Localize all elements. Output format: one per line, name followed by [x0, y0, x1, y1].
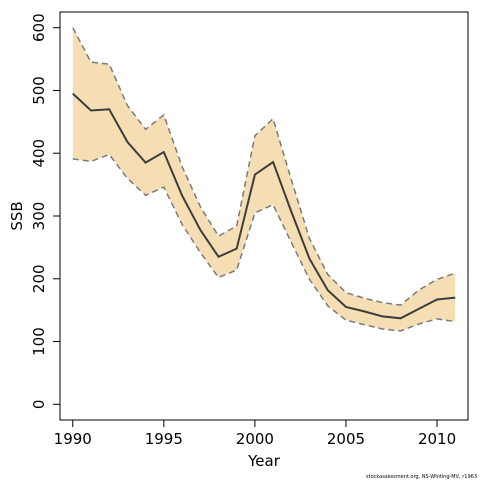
y-tick-label: 100: [30, 327, 48, 356]
lower-bound-line: [72, 153, 456, 332]
estimate-line: [72, 92, 456, 320]
x-tick-label: 1990: [54, 430, 92, 448]
confidence-bounds-layer: [72, 27, 456, 332]
y-axis: 0 100 200 300 400 500 600: [30, 13, 61, 410]
estimate-line-layer: [72, 92, 456, 320]
confidence-band-layer: [72, 27, 456, 331]
y-axis-title: SSB: [8, 201, 26, 230]
y-tick-label: 600: [30, 13, 48, 42]
x-tick-label: 2010: [418, 430, 456, 448]
upper-bound-line: [72, 27, 456, 306]
plot-frame: [59, 11, 469, 421]
confidence-band: [72, 27, 456, 331]
y-tick-label: 200: [30, 264, 48, 293]
x-tick-label: 2000: [236, 430, 274, 448]
y-tick-label: 0: [30, 400, 48, 410]
x-tick-label: 2005: [327, 430, 365, 448]
y-tick-label: 400: [30, 139, 48, 168]
credit-text: stockassessment.org, NS-Whiting-MV, r196…: [366, 474, 477, 480]
x-axis: 1990 1995 2000 2005 2010: [54, 419, 456, 448]
x-axis-title: Year: [247, 452, 281, 470]
x-tick-label: 1995: [145, 430, 183, 448]
y-tick-label: 300: [30, 202, 48, 231]
y-tick-label: 500: [30, 76, 48, 105]
